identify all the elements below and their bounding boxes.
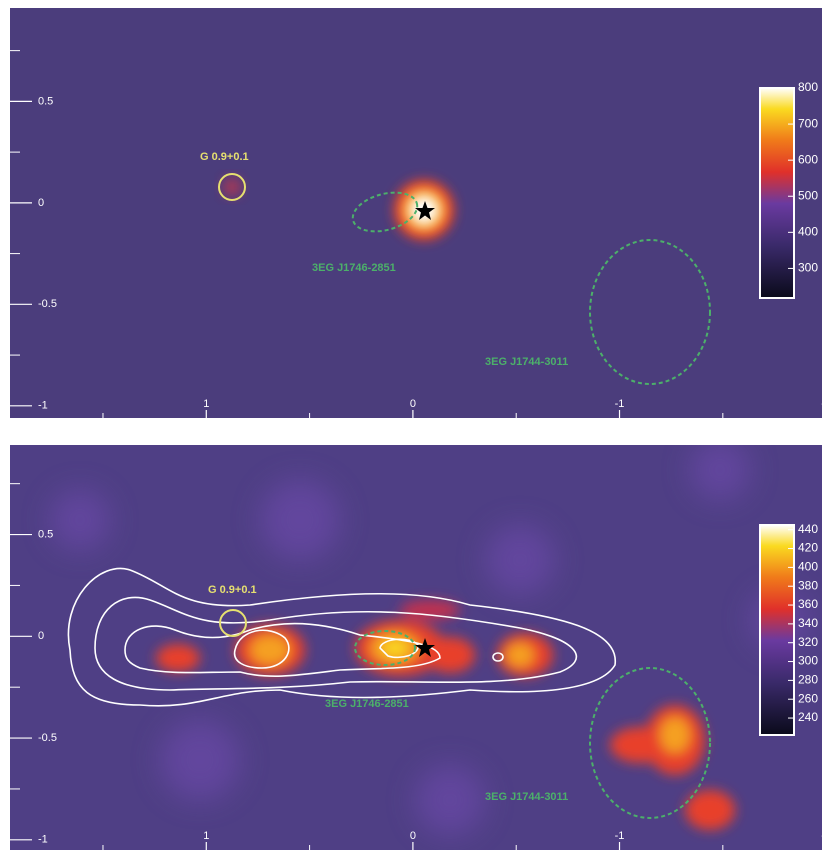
colorbar xyxy=(760,88,794,298)
y-tick-label: 0 xyxy=(38,630,44,642)
colorbar-tick-label: 360 xyxy=(798,597,818,611)
x-tick-label: -2 xyxy=(821,830,825,842)
x-tick-label: -2 xyxy=(821,398,825,410)
y-tick-label: 0.5 xyxy=(38,95,53,107)
colorbar-tick-label: 440 xyxy=(798,522,818,536)
annotation: 3EG J1744-3011 xyxy=(485,356,568,368)
colorbar-tick-label: 600 xyxy=(798,152,818,166)
annotation: G 0.9+0.1 xyxy=(200,151,249,163)
y-tick-label: -1 xyxy=(38,400,48,412)
x-tick-label: 0 xyxy=(410,398,416,410)
x-tick-label: 1 xyxy=(203,398,209,410)
x-tick-label: -1 xyxy=(615,398,625,410)
x-tick-label: 1 xyxy=(203,830,209,842)
colorbar-tick-label: 400 xyxy=(798,225,818,239)
colorbar-tick-label: 500 xyxy=(798,188,818,202)
annotation: 3EG J1746-2851 xyxy=(325,698,409,710)
y-tick-label: 0.5 xyxy=(38,528,53,540)
colorbar-tick-label: 380 xyxy=(798,578,818,592)
page: G 0.9+0.1 3EG J1746-2851 3EG J1744-3011 … xyxy=(0,0,825,855)
annotation: 3EG J1744-3011 xyxy=(485,791,568,803)
colorbar-tick-label: 800 xyxy=(798,80,818,94)
annotation: G 0.9+0.1 xyxy=(208,584,257,596)
colorbar-tick-label: 700 xyxy=(798,116,818,130)
annotation: 3EG J1746-2851 xyxy=(312,262,396,274)
colorbar-tick-label: 240 xyxy=(798,710,818,724)
y-tick-label: -0.5 xyxy=(38,732,57,744)
map-top xyxy=(10,8,822,418)
colorbar-tick-label: 300 xyxy=(798,261,818,275)
colorbar-tick-label: 320 xyxy=(798,635,818,649)
colorbar-tick-label: 300 xyxy=(798,654,818,668)
y-tick-label: -0.5 xyxy=(38,298,57,310)
map-bottom xyxy=(10,440,822,850)
x-tick-label: -1 xyxy=(615,830,625,842)
colorbar xyxy=(760,525,794,735)
y-tick-label: 0 xyxy=(38,197,44,209)
x-tick-label: 0 xyxy=(410,830,416,842)
colorbar-tick-label: 280 xyxy=(798,673,818,687)
colorbar-tick-label: 400 xyxy=(798,560,818,574)
colorbar-tick-label: 340 xyxy=(798,616,818,630)
colorbar-tick-label: 420 xyxy=(798,541,818,555)
colorbar-tick-label: 260 xyxy=(798,691,818,705)
y-tick-label: -1 xyxy=(38,834,48,846)
